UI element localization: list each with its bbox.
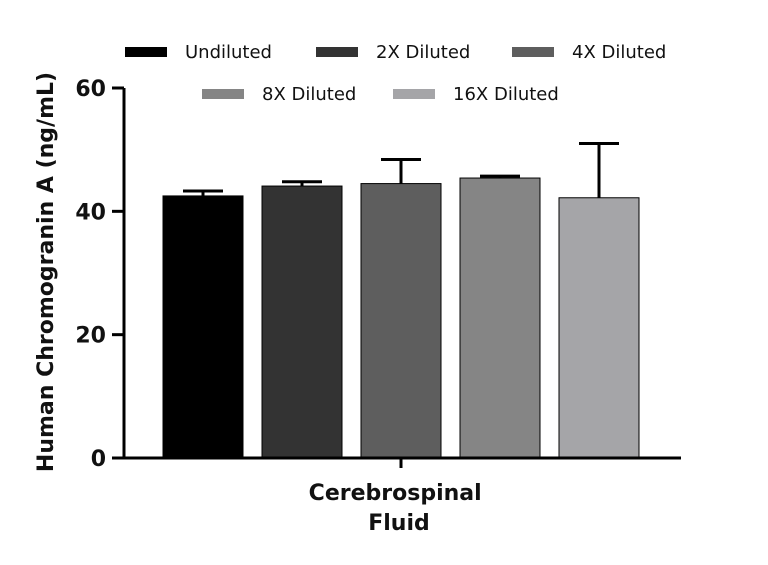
bars: [162, 177, 640, 459]
y-tick-label: 20: [75, 324, 106, 349]
bar: [261, 185, 343, 459]
bar: [360, 183, 442, 459]
legend-swatch: [125, 47, 167, 57]
legend-label: 4X Diluted: [572, 42, 666, 63]
bar: [459, 177, 541, 459]
legend-swatch: [512, 47, 554, 57]
y-axis-title: Human Chromogranin A (ng/mL): [34, 72, 59, 472]
error-bars: [183, 142, 619, 198]
y-tick-label: 0: [91, 447, 106, 472]
legend-swatch: [393, 89, 435, 99]
bar: [162, 195, 244, 459]
x-category-label-line-2: Fluid: [368, 511, 430, 536]
x-category-label: Cerebrospinal Fluid: [309, 481, 490, 536]
legend-swatch: [316, 47, 358, 57]
y-ticks: 0 20 40 60: [75, 77, 124, 472]
legend-label: 2X Diluted: [376, 42, 470, 63]
bar: [558, 197, 640, 459]
legend-label: 16X Diluted: [453, 84, 559, 105]
legend: Undiluted 2X Diluted 4X Diluted 8X Diluted 1…: [125, 42, 666, 105]
x-category-label-line-1: Cerebrospinal: [309, 481, 482, 506]
y-tick-label: 40: [75, 200, 106, 225]
y-tick-label: 60: [75, 77, 106, 102]
legend-swatch: [202, 89, 244, 99]
legend-label: Undiluted: [185, 42, 272, 63]
legend-label: 8X Diluted: [262, 84, 356, 105]
axes: [122, 88, 681, 468]
